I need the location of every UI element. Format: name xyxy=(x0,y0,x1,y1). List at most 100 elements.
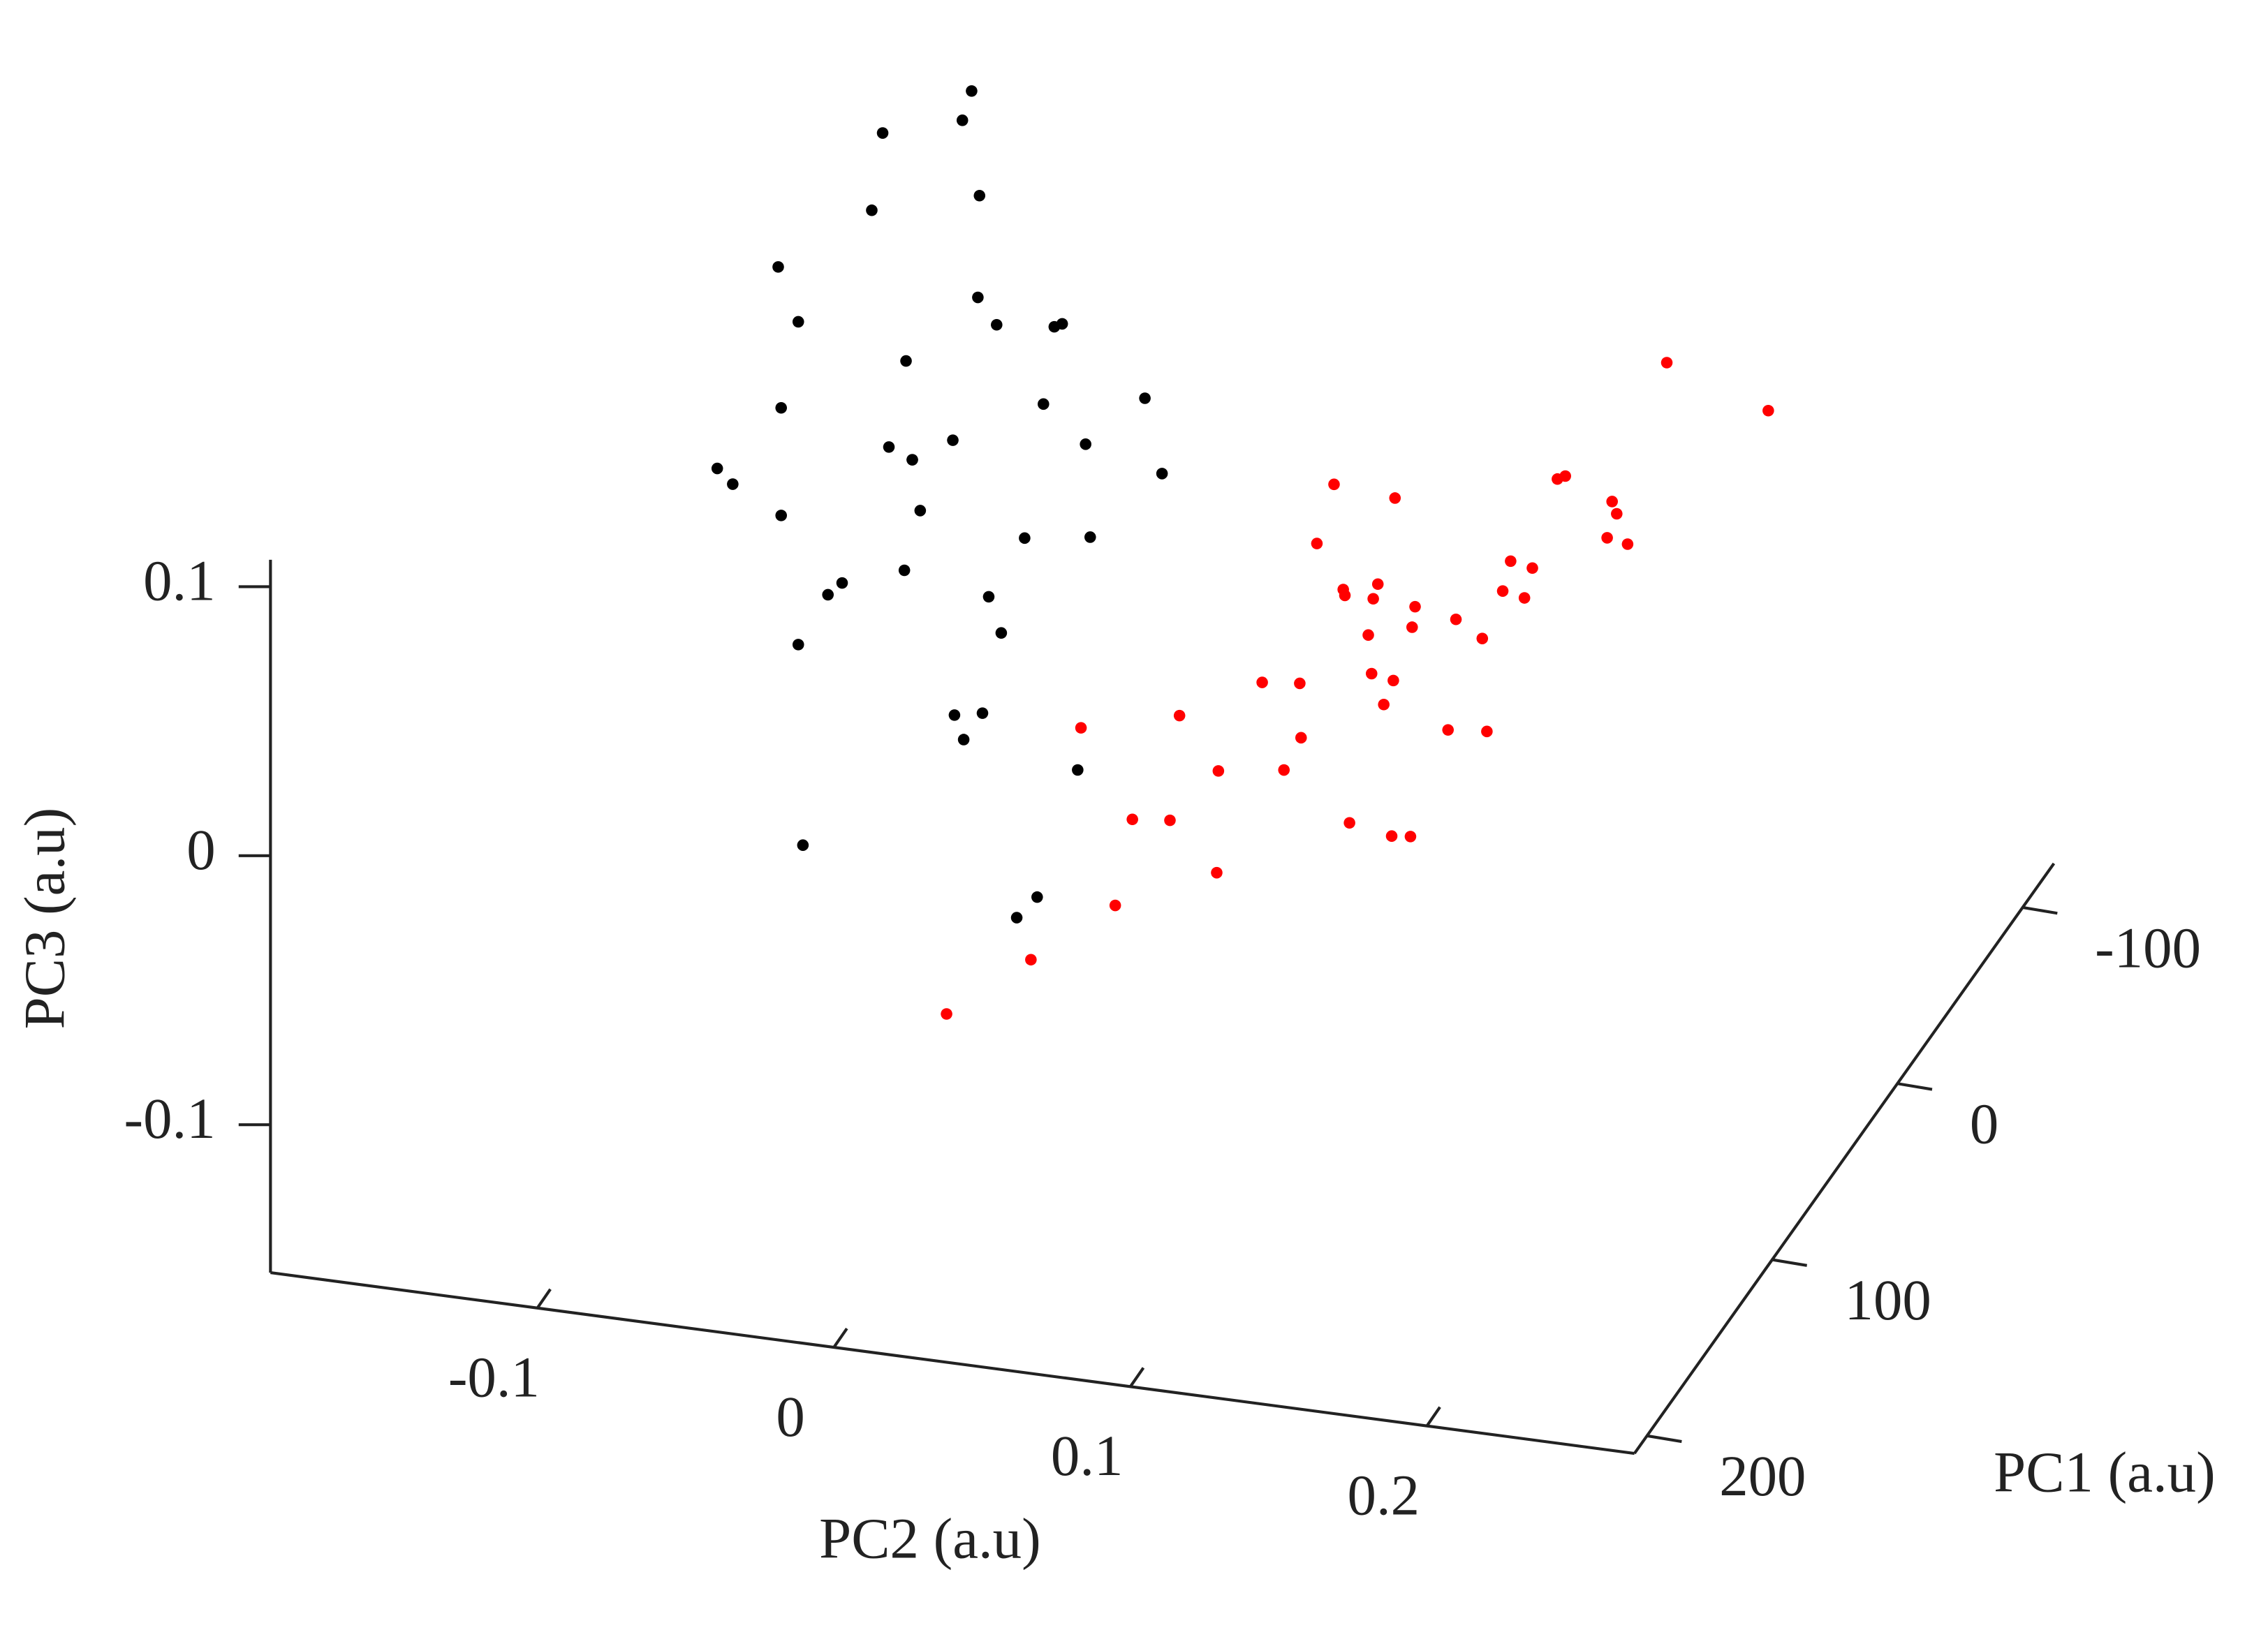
point xyxy=(972,291,984,304)
point xyxy=(1139,392,1151,404)
point xyxy=(1442,724,1455,736)
point xyxy=(1367,593,1379,605)
point xyxy=(1010,912,1023,924)
point xyxy=(973,189,986,202)
y-tick-label: 0 xyxy=(776,1384,804,1449)
point xyxy=(1072,764,1084,776)
point xyxy=(1031,891,1043,903)
point xyxy=(876,127,889,139)
y-tick xyxy=(1129,1367,1145,1388)
y-tick xyxy=(832,1327,848,1349)
point xyxy=(1109,899,1121,912)
point xyxy=(1621,538,1634,550)
y-tick xyxy=(536,1288,552,1309)
point xyxy=(976,707,989,719)
x-tick xyxy=(2022,905,2058,915)
point xyxy=(1080,438,1091,450)
point xyxy=(1450,613,1462,625)
point xyxy=(1606,496,1618,507)
point xyxy=(1328,478,1340,491)
point xyxy=(900,355,912,367)
x-tick xyxy=(1647,1434,1682,1444)
point xyxy=(995,627,1008,639)
point xyxy=(1256,676,1268,688)
point xyxy=(1496,585,1509,597)
point xyxy=(1173,709,1186,722)
y-tick-label: 0.1 xyxy=(1051,1423,1124,1488)
point xyxy=(1660,357,1673,369)
point xyxy=(1404,831,1417,843)
point xyxy=(1559,470,1571,482)
point xyxy=(1337,584,1349,595)
point xyxy=(1385,830,1398,842)
point xyxy=(1362,629,1374,641)
x-tick-label: 100 xyxy=(1845,1268,1931,1332)
point xyxy=(711,462,723,475)
point xyxy=(1294,677,1306,690)
point xyxy=(836,577,848,589)
x-tick-label: 0 xyxy=(1970,1092,1998,1156)
point xyxy=(792,639,804,651)
point xyxy=(1211,866,1223,879)
point xyxy=(1505,555,1517,568)
point xyxy=(883,441,895,453)
y-tick-label: 0.2 xyxy=(1348,1462,1420,1527)
point xyxy=(941,1008,952,1020)
z-tick-label: -0.1 xyxy=(124,1086,215,1150)
point xyxy=(1378,698,1390,711)
point xyxy=(957,734,970,746)
point xyxy=(1387,674,1399,687)
y-axis xyxy=(270,1271,1635,1455)
point xyxy=(1526,562,1538,575)
x-tick xyxy=(1897,1082,1933,1091)
point xyxy=(1126,813,1138,826)
point xyxy=(822,588,834,601)
point xyxy=(772,261,784,273)
point xyxy=(1406,621,1418,633)
point xyxy=(1056,318,1068,330)
point xyxy=(866,204,878,216)
point xyxy=(966,85,978,97)
point xyxy=(1025,954,1037,966)
point xyxy=(906,454,918,466)
point xyxy=(1038,398,1050,410)
point xyxy=(1295,732,1307,744)
point xyxy=(1019,532,1031,544)
point xyxy=(1365,667,1378,680)
z-tick-label: 0.1 xyxy=(143,548,216,612)
point xyxy=(1409,600,1421,613)
point xyxy=(1371,578,1384,591)
y-tick xyxy=(1425,1406,1441,1427)
x-axis xyxy=(1633,862,2056,1455)
point xyxy=(1156,468,1168,480)
point xyxy=(947,434,959,446)
point xyxy=(898,564,911,577)
z-axis-title: PC3 (a.u) xyxy=(13,808,77,1030)
point xyxy=(1476,632,1489,644)
z-tick-label: 0 xyxy=(186,817,215,882)
point xyxy=(1518,592,1531,604)
x-tick xyxy=(1772,1258,1808,1267)
point xyxy=(991,318,1003,331)
point xyxy=(1278,764,1290,776)
point xyxy=(1601,532,1613,544)
point xyxy=(1611,507,1623,520)
point xyxy=(727,478,739,490)
point xyxy=(1311,538,1323,549)
point xyxy=(1164,814,1176,827)
point xyxy=(948,709,961,721)
x-axis-title: PC1 (a.u) xyxy=(1994,1439,2216,1504)
point xyxy=(775,401,787,414)
x-tick-label: 200 xyxy=(1719,1444,1806,1508)
point xyxy=(797,839,809,851)
point xyxy=(1343,817,1355,829)
point xyxy=(1762,404,1774,417)
point xyxy=(982,591,995,603)
point xyxy=(1212,765,1225,777)
y-tick-label: -0.1 xyxy=(448,1344,540,1409)
point xyxy=(1075,722,1087,734)
point xyxy=(1389,492,1401,504)
point xyxy=(1481,725,1493,738)
